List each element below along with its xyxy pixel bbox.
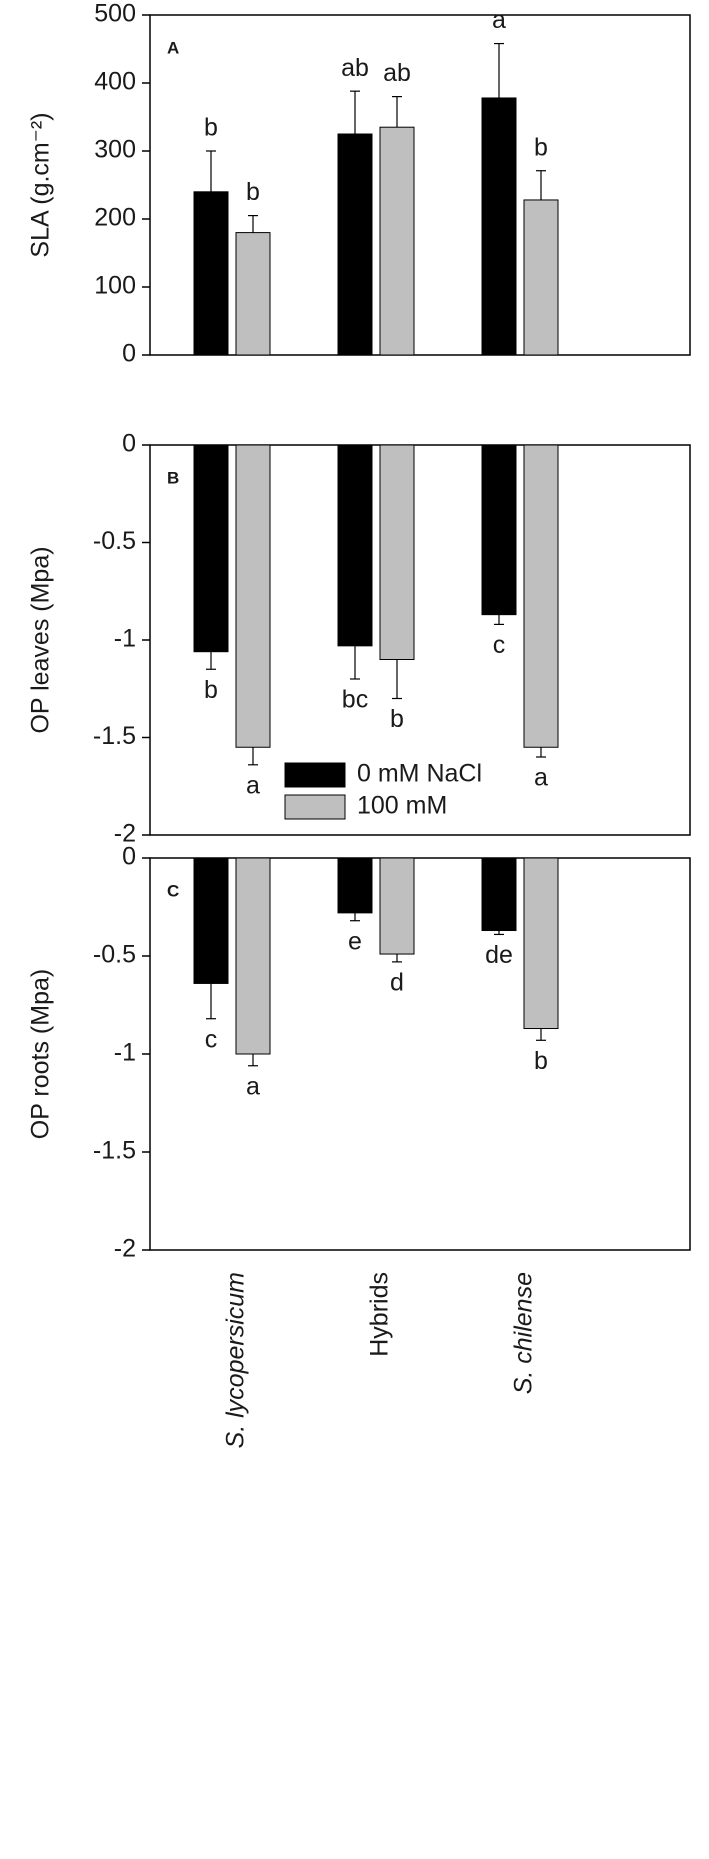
legend-label: 100 mM bbox=[357, 792, 447, 820]
bar bbox=[337, 857, 373, 914]
bar bbox=[235, 232, 271, 356]
y-tick-label: -0.5 bbox=[93, 941, 136, 969]
bar bbox=[379, 857, 415, 955]
significance-letter: b bbox=[204, 676, 218, 704]
y-tick-label: -1.5 bbox=[93, 722, 136, 750]
x-tick-label: S. lycopersicum bbox=[222, 1272, 250, 1448]
bar bbox=[193, 444, 229, 653]
bar bbox=[523, 857, 559, 1030]
significance-letter: b bbox=[390, 705, 404, 733]
significance-letter: b bbox=[204, 114, 218, 142]
panel-label: A bbox=[167, 38, 179, 57]
bar bbox=[523, 444, 559, 748]
y-tick-label: 300 bbox=[94, 136, 136, 164]
bar bbox=[481, 857, 517, 932]
y-tick-label: 400 bbox=[94, 68, 136, 96]
y-tick-label: 100 bbox=[94, 272, 136, 300]
significance-letter: e bbox=[348, 927, 362, 955]
y-axis-label: OP leaves (Mpa) bbox=[27, 546, 55, 733]
bar bbox=[193, 191, 229, 356]
y-tick-label: -2 bbox=[114, 1235, 136, 1263]
y-tick-label: -0.5 bbox=[93, 527, 136, 555]
significance-letter: ab bbox=[383, 59, 411, 87]
bar bbox=[379, 444, 415, 660]
bar bbox=[235, 444, 271, 748]
bar bbox=[481, 444, 517, 616]
y-axis-label: OP roots (Mpa) bbox=[27, 969, 55, 1139]
y-tick-label: -1 bbox=[114, 1039, 136, 1067]
significance-letter: b bbox=[534, 133, 548, 161]
significance-letter: d bbox=[390, 968, 404, 996]
y-tick-label: 500 bbox=[94, 0, 136, 28]
x-tick-label: S. chilense bbox=[510, 1272, 538, 1394]
bar bbox=[379, 126, 415, 356]
significance-letter: a bbox=[246, 1072, 260, 1100]
y-axis-label: SLA (g.cm⁻²) bbox=[27, 112, 55, 257]
significance-letter: c bbox=[493, 631, 506, 659]
significance-letter: a bbox=[246, 771, 260, 799]
y-tick-label: -1 bbox=[114, 625, 136, 653]
y-tick-label: 0 bbox=[122, 430, 136, 458]
significance-letter: a bbox=[534, 764, 548, 792]
y-tick-label: 200 bbox=[94, 204, 136, 232]
significance-letter: ab bbox=[341, 54, 369, 82]
y-tick-label: -1.5 bbox=[93, 1137, 136, 1165]
x-tick-label: Hybrids bbox=[366, 1272, 394, 1357]
plot-frame bbox=[149, 14, 691, 356]
bar bbox=[481, 97, 517, 356]
panel-label: B bbox=[167, 468, 179, 487]
significance-letter: de bbox=[485, 941, 513, 969]
legend-label: 0 mM NaCl bbox=[357, 760, 482, 788]
y-tick-label: 0 bbox=[122, 340, 136, 368]
bar bbox=[523, 199, 559, 356]
significance-letter: bc bbox=[342, 686, 368, 714]
plot-frame bbox=[149, 857, 691, 1251]
legend-swatch bbox=[284, 794, 346, 820]
significance-letter: c bbox=[205, 1025, 218, 1053]
bar bbox=[337, 444, 373, 647]
bar bbox=[193, 857, 229, 984]
significance-letter: b bbox=[534, 1047, 548, 1075]
legend-swatch bbox=[284, 762, 346, 788]
bar bbox=[235, 857, 271, 1055]
y-tick-label: 0 bbox=[122, 843, 136, 871]
panel-label: C bbox=[167, 881, 179, 900]
significance-letter: b bbox=[246, 178, 260, 206]
y-tick-label: -2 bbox=[114, 820, 136, 848]
significance-letter: a bbox=[492, 6, 506, 34]
bar bbox=[337, 133, 373, 356]
